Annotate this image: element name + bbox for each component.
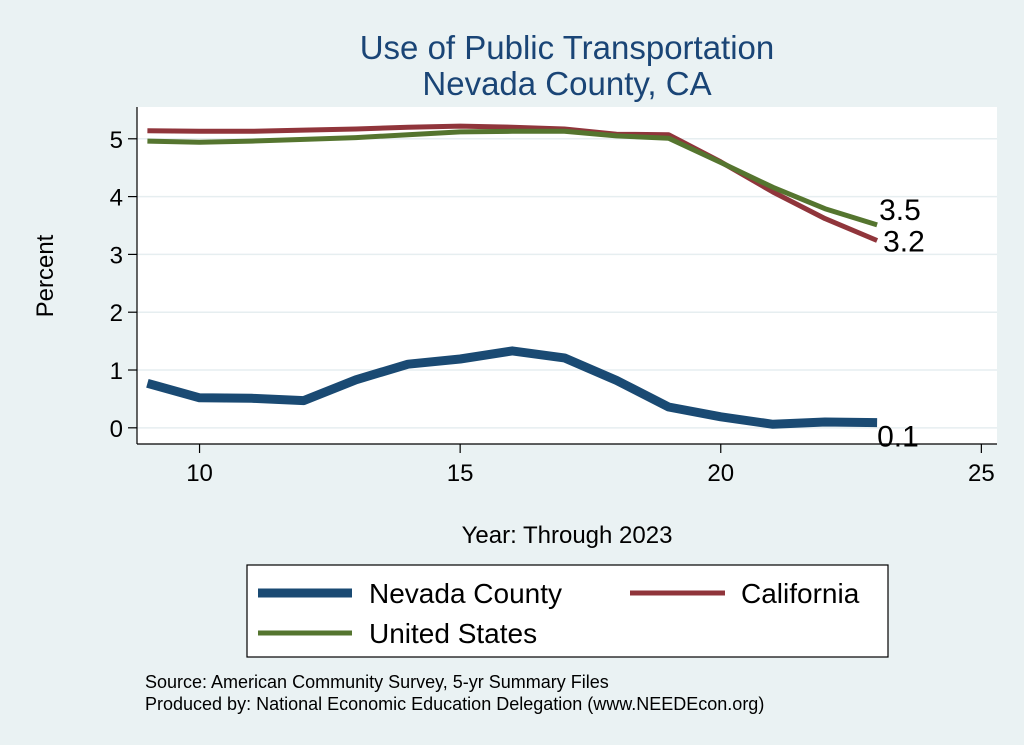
source-note: Source: American Community Survey, 5-yr … [145,672,609,692]
series-lines [146,123,879,429]
y-axis-title: Percent [32,234,59,317]
chart-title-line-2: Nevada County, CA [422,65,711,102]
y-tick-label-5: 5 [110,127,123,154]
y-tick-label-1: 1 [110,358,123,385]
gridlines [137,138,997,429]
legend-box [246,564,889,658]
x-tick-label-25: 25 [968,460,995,487]
legend: Nevada County California United States [246,564,889,658]
x-axis-title: Year: Through 2023 [462,522,673,549]
producer-note: Produced by: National Economic Education… [145,694,764,714]
series-line-california [147,123,879,243]
x-tick-label-20: 20 [707,460,734,487]
legend-label-nevada-county: Nevada County [369,578,562,609]
y-tick-label-0: 0 [110,416,123,443]
plot-area [137,107,997,444]
y-tick-label-2: 2 [110,300,123,327]
x-tick-label-15: 15 [447,460,474,487]
axes: 0 1 2 3 4 5 10 15 20 25 [110,107,997,487]
y-tick-label-3: 3 [110,242,123,269]
series-line-united-states [147,128,878,228]
y-tick-label-4: 4 [110,185,123,212]
chart-title-line-1: Use of Public Transportation [360,29,775,66]
end-labels: 0.1 3.23.5 [877,194,925,454]
end-label-california: 3.2 [883,226,925,259]
legend-label-united-states: United States [369,618,537,649]
end-label-nevada-county: 0.1 [877,421,919,454]
end-label-united-states: 3.5 [879,194,921,227]
x-tick-label-10: 10 [186,460,213,487]
series-line-nevada-county [146,346,878,429]
legend-label-california: California [741,578,860,609]
